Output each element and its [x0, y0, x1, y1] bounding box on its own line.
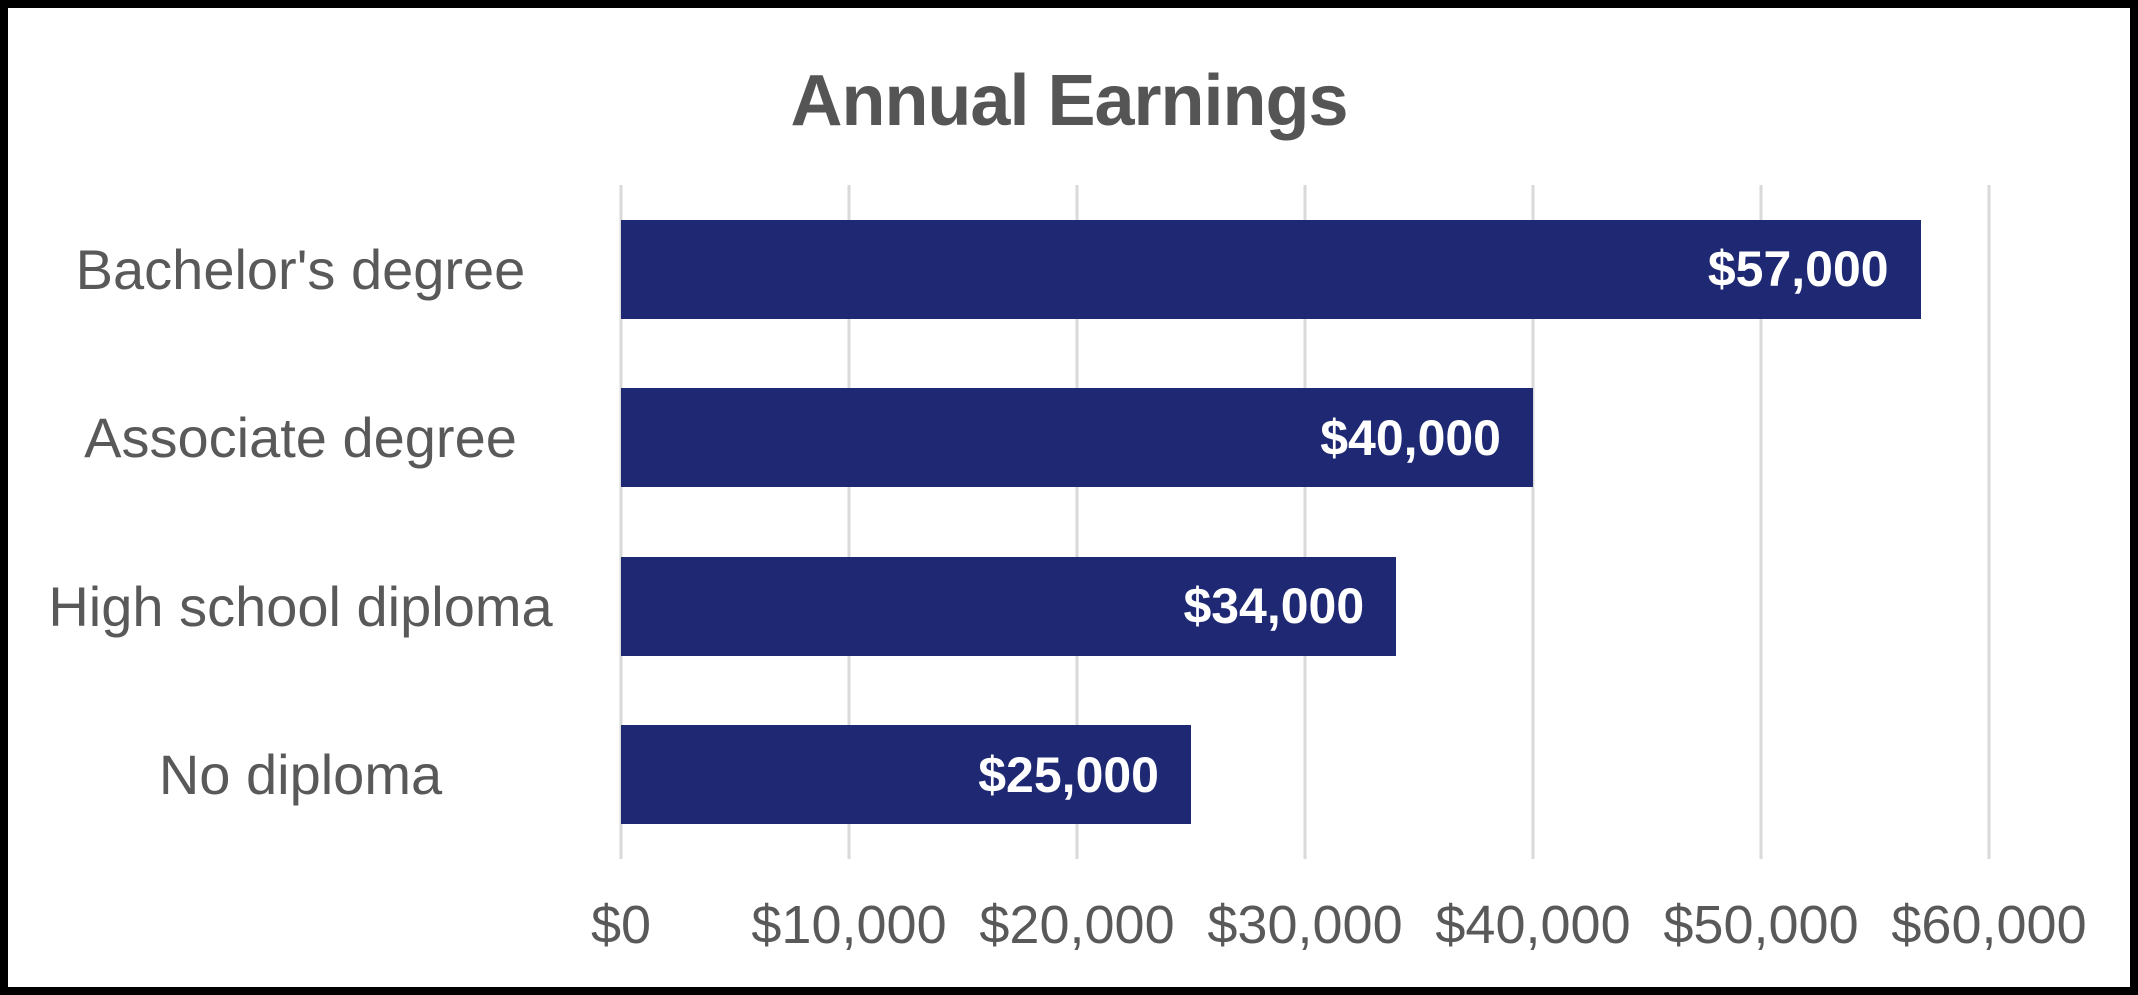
bar: $57,000 — [621, 219, 1921, 319]
gridline — [1531, 185, 1535, 859]
bar: $34,000 — [621, 556, 1397, 656]
gridline — [1987, 185, 1991, 859]
gridline — [1303, 185, 1307, 859]
bar-row: $57,000 — [621, 185, 1989, 354]
gridline — [1759, 185, 1763, 859]
bar-row: $40,000 — [621, 354, 1989, 523]
x-axis-tick-label: $40,000 — [1435, 895, 1631, 955]
bar-row: $34,000 — [621, 522, 1989, 691]
bar-value-label: $57,000 — [1707, 241, 1889, 298]
bar-value-label: $25,000 — [978, 746, 1159, 803]
gridline — [1075, 185, 1079, 859]
x-axis-tick-label: $60,000 — [1891, 895, 2087, 955]
x-axis-tick-label: $0 — [590, 895, 652, 955]
gridline — [847, 185, 851, 859]
bar-rows: $57,000 $40,000 $34,000 $25,000 — [621, 185, 1989, 859]
gridline — [619, 185, 623, 859]
x-axis-tick-label: $50,000 — [1663, 895, 1859, 955]
x-axis-tick-label: $10,000 — [751, 895, 947, 955]
bar: $25,000 — [621, 725, 1191, 825]
bar-value-label: $34,000 — [1183, 578, 1365, 635]
category-label: No diploma — [158, 743, 443, 807]
bar-value-label: $40,000 — [1320, 409, 1501, 466]
category-label: Bachelor's degree — [75, 237, 526, 301]
bar-row: $25,000 — [621, 691, 1989, 860]
category-axis: Bachelor's degree Associate degree High … — [8, 185, 621, 859]
chart-title: Annual Earnings — [790, 61, 1348, 141]
plot-area: $57,000 $40,000 $34,000 $25,000 — [619, 185, 1991, 859]
x-axis-tick-label: $20,000 — [979, 895, 1175, 955]
x-axis: $0 $10,000 $20,000 $30,000 $40,000 $50,0… — [591, 880, 2087, 970]
x-axis-tick-label: $30,000 — [1207, 895, 1403, 955]
category-label: Associate degree — [84, 406, 517, 470]
category-label: High school diploma — [48, 574, 553, 638]
bar: $40,000 — [621, 388, 1533, 488]
